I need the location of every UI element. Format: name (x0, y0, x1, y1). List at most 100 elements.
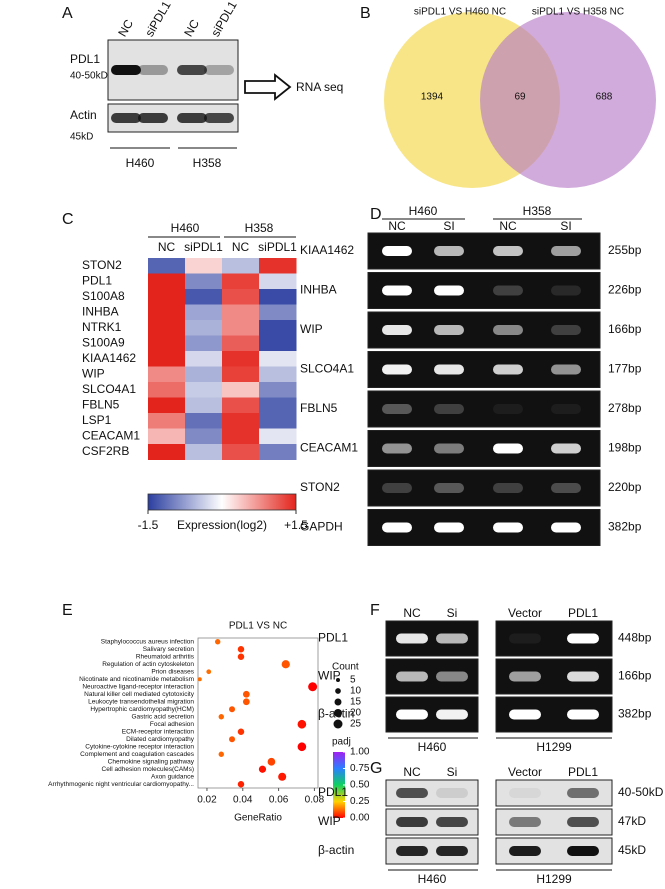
gene-label: CSF2RB (82, 444, 129, 458)
heatmap-cell (259, 304, 297, 321)
band (204, 65, 234, 75)
gene-label: INHBA (82, 304, 119, 318)
band (551, 483, 581, 493)
plot-area (197, 637, 319, 789)
heatmap-cell (222, 320, 260, 336)
heatmap-cell (259, 273, 297, 290)
dot (206, 669, 212, 675)
dot (308, 682, 318, 692)
row-label: PDL1 (318, 785, 348, 799)
dot (297, 742, 307, 752)
group-label: H358 (245, 221, 274, 235)
band (396, 788, 428, 798)
lane-label: SI (443, 219, 454, 233)
y-tick-label: Chemokine signaling pathway (108, 758, 195, 765)
gene-label: STON2 (300, 480, 340, 494)
band (509, 633, 541, 644)
legend-title: Count (332, 662, 359, 673)
legend-dot (333, 719, 343, 729)
color-legend-label: 0.25 (350, 796, 370, 807)
heatmap-cell (148, 382, 186, 398)
band (436, 788, 468, 798)
band (436, 671, 468, 682)
y-tick-label: Cytokine-cytokine receptor interaction (85, 743, 194, 750)
heatmap-cell (148, 366, 186, 383)
legend-dot (335, 688, 341, 694)
band (493, 285, 523, 296)
band (436, 709, 468, 720)
band (567, 709, 599, 720)
dot (237, 646, 245, 653)
y-tick-label: Regulation of actin cytoskeleton (102, 661, 194, 668)
color-legend-label: 1.00 (350, 747, 370, 758)
y-tick-label: Salivary secretion (143, 646, 195, 653)
colorbar (147, 493, 297, 511)
lane-label: PDL1 (568, 765, 598, 779)
heatmap-cell (259, 258, 297, 274)
heatmap-cell (185, 320, 223, 336)
heatmap-cell (148, 444, 186, 460)
group-label: H1299 (536, 740, 572, 754)
venn-count: 688 (596, 92, 613, 103)
y-tick-label: Axon guidance (151, 773, 194, 780)
heatmap-cell (259, 444, 297, 460)
band (434, 364, 464, 375)
band (434, 522, 464, 533)
y-tick-label: Focal adhesion (150, 721, 194, 728)
heatmap-cell (259, 335, 297, 352)
size-label: 166bp (608, 322, 642, 336)
panel-label: G (370, 760, 382, 777)
band (567, 817, 599, 827)
band (396, 817, 428, 827)
column-label: siPDL1 (184, 240, 223, 254)
set-label: siPDL1 VS H358 NC (532, 7, 624, 18)
arrow-label: RNA seq (296, 80, 343, 94)
size-label: 47kD (618, 814, 646, 828)
band (551, 522, 581, 533)
dot (197, 677, 202, 682)
x-tick-label: 0.04 (233, 795, 253, 806)
band (382, 246, 412, 256)
band (551, 246, 581, 256)
band (567, 788, 599, 798)
group-label: H460 (409, 204, 438, 218)
heatmap-cell (148, 273, 186, 290)
legend-dot (333, 708, 343, 718)
band (493, 246, 523, 256)
band (138, 113, 168, 123)
y-tick-label: Hypertrophic cardiomyopathy(HCM) (90, 706, 194, 713)
band (382, 404, 412, 414)
band (382, 285, 412, 296)
heatmap-cell (148, 320, 186, 336)
heatmap-cell (148, 335, 186, 352)
band (551, 325, 581, 335)
heatmap-cell (222, 413, 260, 429)
band (434, 325, 464, 335)
band (493, 522, 523, 533)
venn-set (480, 12, 656, 188)
y-tick-label: Leukocyte transendothelial migration (88, 698, 194, 705)
panel-label: E (62, 602, 73, 619)
lane-label: Si (447, 765, 458, 779)
row-label: β-actin (318, 707, 354, 721)
band (434, 483, 464, 493)
size-label: 40-50kD (70, 71, 108, 82)
lane-label: SI (560, 219, 571, 233)
heatmap-cell (222, 258, 260, 274)
band (567, 633, 599, 644)
heatmap-cell (185, 413, 223, 429)
heatmap-cell (185, 351, 223, 367)
size-label: 448bp (618, 631, 652, 645)
dot (267, 757, 276, 766)
y-tick-label: Staphylococcus aureus infection (101, 638, 195, 645)
band (551, 364, 581, 375)
band (493, 404, 523, 414)
heatmap-cell (222, 444, 260, 460)
gene-label: STON2 (82, 258, 122, 272)
band (111, 65, 141, 75)
heatmap-cell (148, 258, 186, 274)
heatmap-cell (222, 428, 260, 445)
band (382, 483, 412, 493)
colorbar-tick-label: +1.5 (284, 518, 308, 532)
